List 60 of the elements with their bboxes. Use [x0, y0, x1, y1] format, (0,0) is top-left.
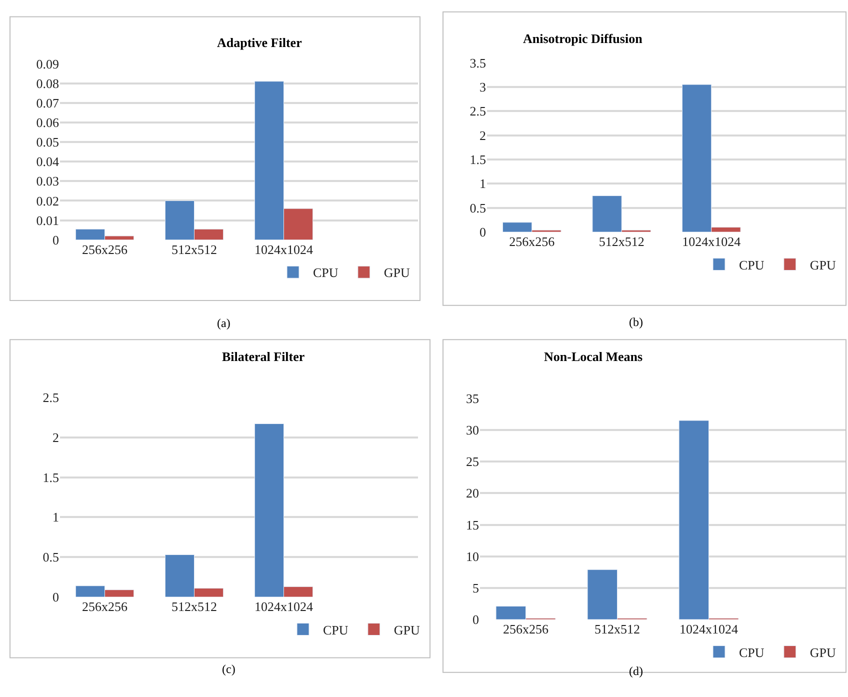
- y-tick-label: 0.5: [42, 550, 59, 565]
- chart-title: Adaptive Filter: [217, 35, 302, 50]
- x-tick-label: 512x512: [172, 242, 217, 257]
- y-tick-label: 3: [480, 80, 486, 95]
- legend-label: CPU: [323, 622, 349, 638]
- x-tick-label: 1024x1024: [682, 234, 742, 250]
- x-tick-label: 256x256: [503, 622, 549, 637]
- y-tick-label: 0: [480, 224, 486, 240]
- x-tick-label: 512x512: [594, 622, 640, 637]
- y-tick-label: 10: [466, 548, 479, 564]
- legend-label: CPU: [739, 644, 765, 660]
- x-tick-label: 1024x1024: [254, 242, 314, 257]
- y-tick-label: 30: [466, 422, 479, 438]
- chart-title: Bilateral Filter: [222, 349, 305, 364]
- y-tick-label: 20: [466, 486, 479, 501]
- x-tick-label: 256x256: [82, 599, 128, 614]
- y-tick-label: 0.09: [36, 56, 59, 72]
- x-tick-label: 1024x1024: [254, 599, 314, 614]
- legend-label: GPU: [384, 265, 411, 280]
- y-tick-label: 1: [480, 176, 486, 192]
- y-tick-label: 0: [52, 232, 59, 248]
- y-tick-label: 25: [466, 454, 479, 470]
- text: (b): [629, 315, 643, 329]
- y-tick-label: 0.03: [36, 174, 59, 189]
- y-tick-label: 2.5: [470, 104, 486, 119]
- chart-title: Anisotropic Diffusion: [523, 31, 644, 46]
- text: (c): [222, 662, 236, 676]
- text: (a): [217, 316, 230, 330]
- y-tick-label: 0.01: [36, 212, 59, 228]
- y-tick-label: 2.5: [42, 390, 59, 405]
- legend-label: GPU: [394, 622, 421, 638]
- y-tick-label: 35: [466, 390, 479, 406]
- legend-label: CPU: [313, 265, 339, 280]
- y-tick-label: 0.05: [36, 134, 59, 150]
- y-tick-label: 15: [466, 517, 479, 532]
- x-tick-label: 1024x1024: [680, 622, 738, 637]
- y-tick-label: 5: [472, 580, 479, 596]
- x-tick-label: 256x256: [82, 242, 128, 257]
- text: (d): [629, 664, 643, 678]
- legend-label: CPU: [739, 257, 765, 272]
- legend-label: GPU: [810, 257, 837, 272]
- y-tick-label: 0.5: [470, 200, 486, 216]
- y-tick-label: 1.5: [42, 470, 59, 485]
- x-tick-label: 512x512: [172, 599, 217, 614]
- y-tick-label: 0.08: [36, 76, 59, 91]
- y-tick-label: 3.5: [470, 55, 486, 70]
- y-tick-label: 1.5: [470, 152, 486, 168]
- legend-label: GPU: [810, 644, 837, 660]
- y-tick-label: 0.02: [36, 193, 59, 208]
- x-tick-label: 256x256: [509, 234, 556, 250]
- y-tick-label: 0: [52, 590, 59, 605]
- y-tick-label: 0.06: [36, 115, 60, 130]
- y-tick-label: 0.04: [36, 154, 60, 170]
- chart-title: Non-Local Means: [544, 349, 643, 364]
- y-tick-label: 1: [52, 510, 59, 525]
- y-tick-label: 2: [480, 128, 486, 143]
- y-tick-label: 0.07: [36, 95, 60, 110]
- y-tick-label: 2: [52, 430, 59, 445]
- y-tick-label: 0: [472, 612, 479, 628]
- x-tick-label: 512x512: [598, 234, 644, 250]
